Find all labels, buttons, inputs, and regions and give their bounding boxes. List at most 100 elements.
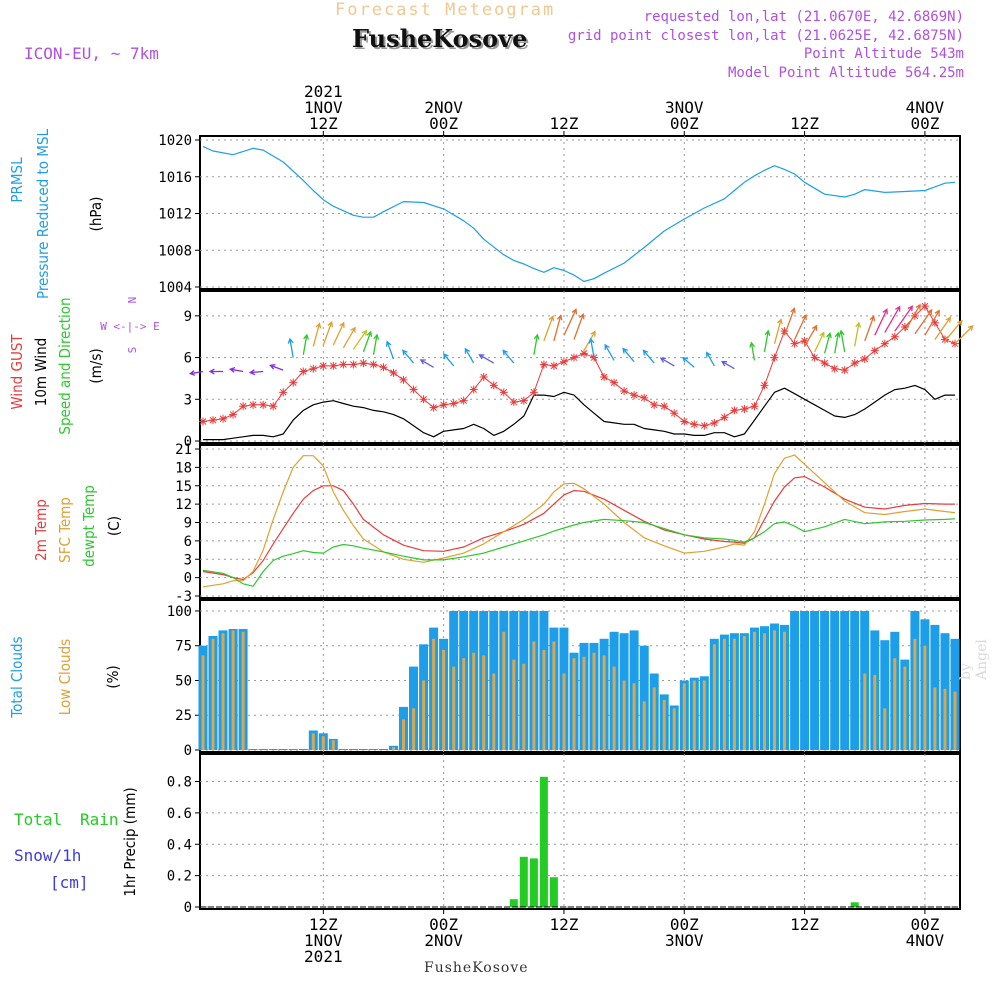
gust-marker — [339, 360, 348, 369]
y-tick-label: 12 — [175, 497, 192, 513]
time-axis-bottom-label: 00Z — [910, 915, 939, 934]
total-cloud-bar — [810, 611, 820, 750]
wind-10m-label: 10m Wind — [32, 338, 50, 407]
time-axis-bottom-label: 4NOV — [906, 931, 945, 950]
gust-marker — [870, 346, 879, 355]
forecast-subtitle: Forecast Meteogram — [335, 0, 556, 20]
low-cloud-bar — [482, 655, 486, 750]
low-cloud-bar — [492, 673, 496, 750]
gust-marker — [720, 413, 729, 422]
low-cloud-bar — [662, 699, 666, 750]
temp-2m-line — [202, 476, 955, 581]
y-tick-label: 0.2 — [167, 869, 192, 885]
y-tick-label: 21 — [175, 442, 192, 458]
low-cloud-bar — [933, 687, 937, 750]
low-cloud-bar — [682, 683, 686, 750]
wind-gust-line — [202, 305, 956, 427]
gust-marker — [940, 335, 949, 344]
wind-direction-arrow — [322, 320, 334, 346]
low-cloud-bar — [742, 636, 746, 750]
total-cloud-bar — [338, 749, 348, 750]
low-cloud-bar — [321, 736, 325, 750]
wind-direction-arrow — [312, 322, 322, 347]
gust-marker — [409, 385, 418, 394]
gust-marker — [399, 375, 408, 384]
y-tick-label: -3 — [175, 589, 192, 605]
wind-direction-arrow — [914, 308, 933, 335]
time-axis-top-label: 4NOV — [906, 98, 945, 117]
gust-marker — [620, 386, 629, 395]
wind-direction-arrow — [763, 329, 771, 353]
gust-marker — [640, 393, 649, 402]
low-cloud-bar — [913, 638, 917, 750]
wind-direction-arrow — [553, 314, 563, 342]
low-cloud-bar — [392, 747, 395, 750]
y-tick-label: 1020 — [158, 133, 192, 149]
low-cloud-bar — [422, 680, 426, 750]
low-cloud-bar — [582, 656, 586, 750]
wind-direction-arrow — [442, 353, 455, 367]
y-tick-label: 15 — [175, 479, 192, 495]
wind-unit-label: (m/s) — [87, 348, 105, 383]
y-tick-label: 1016 — [158, 170, 192, 186]
wind-speed-line — [203, 384, 955, 441]
y-tick-label: 1008 — [158, 243, 192, 259]
gust-marker — [299, 367, 308, 376]
gust-marker — [229, 410, 238, 419]
gust-marker — [259, 400, 268, 409]
low-cloud-bar — [241, 631, 245, 750]
gust-marker — [419, 395, 428, 404]
low-cloud-bar — [923, 645, 927, 750]
low-cloud-bar — [522, 663, 526, 750]
requested-coords: requested lon,lat (21.0670E, 42.6869N) — [643, 9, 964, 25]
gust-marker — [239, 402, 248, 411]
gust-marker — [569, 353, 578, 362]
low-cloud-bar — [462, 658, 466, 750]
low-cloud-bar — [512, 659, 516, 750]
wind-direction-arrow — [269, 364, 284, 371]
low-cloud-bar — [201, 655, 205, 750]
temp-unit-label: (C) — [105, 516, 123, 536]
low-cloud-bar — [893, 658, 897, 750]
gust-marker — [509, 398, 518, 407]
rain-bar — [529, 858, 538, 907]
time-axis-top-label: 1NOV — [304, 98, 343, 117]
time-axis-bottom-label: 00Z — [429, 915, 458, 934]
total-cloud-bar — [268, 749, 278, 750]
low-cloud-bar — [231, 630, 235, 750]
wind-direction-arrow — [302, 333, 310, 355]
low-cloud-bar — [712, 644, 716, 750]
low-cloud-bar — [953, 691, 957, 750]
y-tick-label: 1012 — [158, 207, 192, 223]
low-cloud-bar — [863, 673, 867, 750]
wind-direction-arrow — [783, 307, 796, 336]
wind-direction-arrow — [681, 356, 695, 368]
wind-direction-arrow — [362, 330, 373, 353]
wind-direction-arrow — [814, 331, 825, 353]
gust-marker — [429, 403, 438, 412]
total-cloud-bar — [880, 640, 890, 750]
wind-direction-arrow — [642, 349, 655, 364]
total-cloud-bar — [358, 749, 368, 750]
low-cloud-bar — [311, 733, 315, 750]
gust-marker — [840, 366, 849, 375]
wind-direction-arrow — [934, 316, 952, 340]
time-axis-top-label: 2021 — [304, 82, 343, 101]
dewpt-temp-line — [202, 518, 956, 587]
gust-marker — [670, 409, 679, 418]
rain-bar — [539, 776, 548, 907]
sfc-temp-label: SFC Temp — [56, 497, 74, 563]
gust-marker — [519, 396, 528, 405]
y-tick-label: 50 — [175, 673, 192, 689]
low-cloud-bar — [532, 641, 536, 750]
low-cloud-bar — [402, 719, 405, 750]
total-cloud-bar — [840, 611, 850, 750]
precip-unit-label: 1hr Precip (mm) — [121, 787, 139, 896]
low-cloud-bar — [622, 680, 626, 750]
wind-direction-arrow — [706, 351, 715, 367]
precip-snow-unit-label: [cm] — [50, 873, 89, 892]
gust-marker — [349, 360, 358, 369]
low-cloud-bar — [722, 638, 726, 750]
low-cloud-bar — [592, 652, 596, 750]
